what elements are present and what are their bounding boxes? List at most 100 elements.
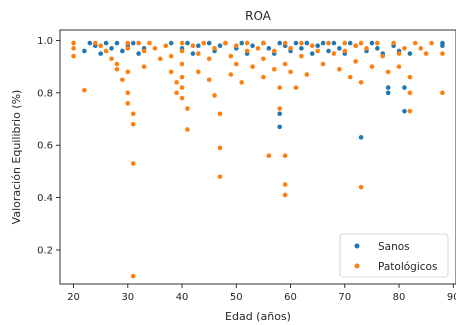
- data-point-patologicos: [206, 77, 212, 83]
- x-tick-label: 60: [284, 292, 297, 303]
- data-point-patologicos: [125, 40, 131, 46]
- data-point-sanos: [87, 40, 93, 46]
- data-point-patologicos: [179, 61, 185, 67]
- data-point-patologicos: [337, 66, 342, 72]
- data-point-patologicos: [342, 40, 348, 46]
- data-point-patologicos: [141, 64, 147, 69]
- data-point-sanos: [407, 51, 413, 56]
- data-point-patologicos: [152, 46, 158, 51]
- data-point-patologicos: [261, 40, 266, 46]
- scatter-points: [71, 40, 445, 279]
- data-point-patologicos: [190, 43, 196, 49]
- data-point-patologicos: [179, 40, 185, 46]
- chart-title: ROA: [245, 9, 272, 23]
- data-point-patologicos: [206, 56, 212, 62]
- x-tick-label: 90: [447, 292, 456, 303]
- data-point-patologicos: [158, 56, 163, 62]
- data-point-patologicos: [244, 48, 250, 54]
- data-point-sanos: [109, 46, 114, 51]
- data-point-patologicos: [391, 40, 396, 46]
- data-point-patologicos: [103, 48, 109, 54]
- data-point-patologicos: [228, 72, 234, 77]
- data-point-patologicos: [125, 69, 131, 75]
- data-point-patologicos: [309, 43, 315, 49]
- data-point-patologicos: [168, 69, 174, 75]
- y-axis-label: Valoración Equilibrio (%): [10, 90, 23, 225]
- y-tick-label: 1.0: [37, 36, 53, 47]
- data-point-sanos: [277, 40, 282, 46]
- data-point-patologicos: [196, 69, 201, 75]
- data-point-patologicos: [353, 43, 358, 49]
- data-point-patologicos: [282, 153, 288, 158]
- data-point-patologicos: [125, 90, 131, 96]
- data-point-patologicos: [331, 51, 337, 56]
- data-point-patologicos: [364, 46, 369, 51]
- y-tick-label: 0.4: [37, 193, 53, 204]
- data-point-sanos: [315, 43, 320, 49]
- data-point-sanos: [385, 85, 391, 90]
- data-point-patologicos: [277, 85, 282, 90]
- data-point-sanos: [190, 51, 196, 56]
- data-point-patologicos: [407, 108, 413, 114]
- data-point-patologicos: [326, 40, 331, 46]
- data-point-patologicos: [244, 40, 250, 46]
- data-point-patologicos: [174, 90, 179, 96]
- data-point-sanos: [402, 85, 407, 90]
- data-point-patologicos: [266, 153, 272, 158]
- data-point-patologicos: [315, 48, 320, 54]
- legend-box: [339, 233, 449, 278]
- data-point-patologicos: [82, 87, 87, 93]
- legend-label-patologicos: Patológicos: [378, 261, 437, 273]
- data-point-sanos: [130, 40, 136, 46]
- y-tick-label: 0.8: [37, 88, 53, 99]
- data-point-patologicos: [114, 61, 120, 67]
- data-point-sanos: [103, 40, 109, 46]
- data-point-patologicos: [125, 46, 131, 51]
- data-point-patologicos: [261, 74, 266, 80]
- legend: Sanos Patológicos: [339, 233, 449, 278]
- x-tick-label: 20: [67, 292, 80, 303]
- y-axis-ticks: 0.2 0.4 0.6 0.8 1.0: [37, 36, 60, 256]
- data-point-sanos: [277, 111, 282, 117]
- data-point-sanos: [347, 40, 353, 46]
- data-point-patologicos: [250, 64, 255, 69]
- data-point-patologicos: [413, 40, 418, 46]
- data-point-patologicos: [109, 56, 114, 62]
- data-point-patologicos: [71, 46, 76, 51]
- data-point-sanos: [206, 40, 212, 46]
- data-point-sanos: [185, 40, 190, 46]
- y-tick-label: 0.6: [37, 141, 53, 152]
- data-point-patologicos: [277, 106, 282, 111]
- x-axis-label: Edad (años): [225, 310, 291, 323]
- data-point-sanos: [440, 43, 445, 49]
- data-point-patologicos: [255, 46, 261, 51]
- data-point-patologicos: [429, 40, 434, 46]
- legend-marker-patologicos: [354, 263, 360, 269]
- data-point-patologicos: [288, 46, 293, 51]
- data-point-patologicos: [179, 95, 185, 101]
- data-point-patologicos: [440, 51, 445, 56]
- data-point-patologicos: [185, 127, 190, 132]
- data-point-patologicos: [217, 111, 223, 117]
- data-point-sanos: [304, 40, 310, 46]
- data-point-patologicos: [234, 61, 239, 67]
- data-point-patologicos: [223, 40, 228, 46]
- series-patologicos: [71, 40, 445, 279]
- data-point-patologicos: [141, 48, 147, 54]
- data-point-sanos: [196, 43, 201, 49]
- data-point-sanos: [369, 40, 375, 46]
- data-point-patologicos: [185, 106, 190, 111]
- data-point-patologicos: [228, 53, 234, 59]
- data-point-patologicos: [239, 80, 245, 85]
- legend-marker-sanos: [354, 243, 360, 249]
- data-point-patologicos: [347, 74, 353, 80]
- data-point-sanos: [277, 124, 282, 130]
- data-point-patologicos: [402, 46, 407, 51]
- data-point-patologicos: [201, 40, 207, 46]
- data-point-sanos: [239, 40, 245, 46]
- data-point-patologicos: [440, 90, 445, 96]
- data-point-patologicos: [114, 66, 120, 72]
- plot-frame: [59, 29, 456, 285]
- data-point-patologicos: [299, 40, 304, 46]
